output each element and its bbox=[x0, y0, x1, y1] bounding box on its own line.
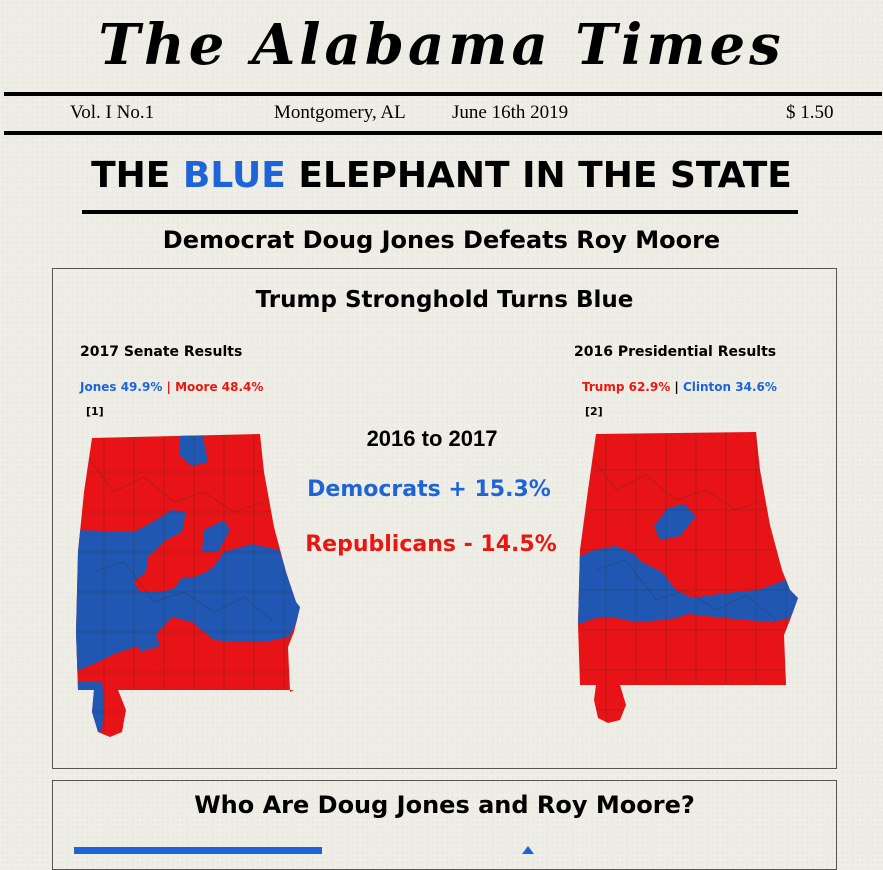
masthead-rule-top bbox=[4, 92, 882, 96]
price: $ 1.50 bbox=[786, 102, 834, 123]
panel-title: Trump Stronghold Turns Blue bbox=[255, 287, 634, 313]
map-of-alabama-2017 bbox=[76, 434, 300, 737]
right-map-reference: [2] bbox=[585, 405, 603, 418]
arrow-right-icon[interactable] bbox=[520, 844, 536, 854]
candidates-panel-title: Who Are Doug Jones and Roy Moore? bbox=[194, 791, 695, 819]
left-map-results: Jones 49.9% | Moore 48.4% bbox=[80, 379, 263, 395]
republicans-change: Republicans - 14.5% bbox=[305, 532, 557, 557]
left-map-reference: [1] bbox=[86, 405, 104, 418]
right-map-label: 2016 Presidential Results bbox=[574, 344, 777, 360]
result-separator-2: | bbox=[670, 380, 683, 394]
democrats-change: Democrats + 15.3% bbox=[307, 477, 551, 502]
candidate-bar bbox=[74, 847, 322, 854]
headline: THE BLUE ELEPHANT IN THE STATE bbox=[0, 152, 883, 200]
trump-result: Trump 62.9% bbox=[582, 380, 671, 394]
volume-number: Vol. I No.1 bbox=[70, 102, 155, 123]
subheadline: Democrat Doug Jones Defeats Roy Moore bbox=[162, 226, 721, 254]
jones-result: Jones 49.9% bbox=[80, 380, 163, 394]
results-panel bbox=[52, 268, 837, 769]
map-of-alabama-2016 bbox=[578, 432, 798, 723]
headline-highlight: BLUE bbox=[182, 155, 286, 196]
right-map-results: Trump 62.9% | Clinton 34.6% bbox=[582, 379, 777, 395]
issue-date: June 16th 2019 bbox=[452, 102, 569, 123]
location: Montgomery, AL bbox=[274, 102, 406, 123]
period-label: 2016 to 2017 bbox=[366, 426, 498, 451]
moore-result: Moore 48.4% bbox=[175, 380, 264, 394]
result-separator: | bbox=[162, 380, 176, 394]
headline-part2: ELEPHANT IN THE STATE bbox=[285, 155, 792, 196]
left-map-label: 2017 Senate Results bbox=[80, 344, 243, 360]
headline-underline bbox=[82, 210, 798, 214]
headline-part1: THE bbox=[91, 155, 183, 196]
masthead-rule-bottom bbox=[4, 131, 882, 135]
newspaper-masthead: The Alabama Times bbox=[98, 12, 785, 78]
clinton-result: Clinton 34.6% bbox=[682, 380, 777, 394]
